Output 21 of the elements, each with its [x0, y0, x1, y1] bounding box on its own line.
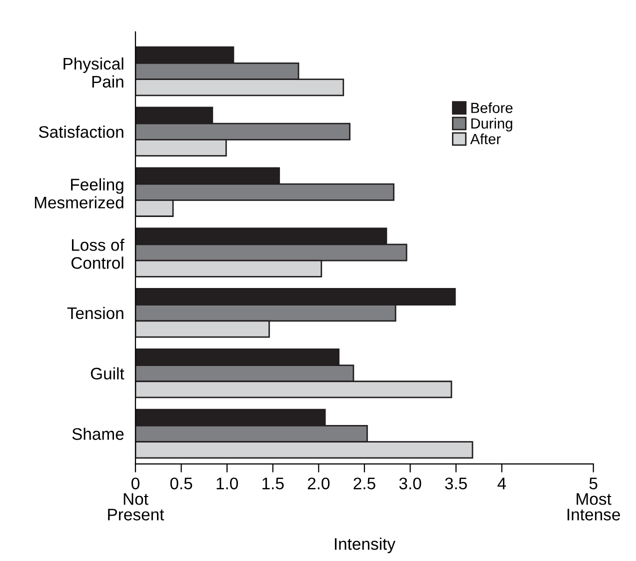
x-tick-label: 2.0 — [308, 478, 330, 490]
x-tick-label: 3.0 — [399, 478, 422, 490]
x-tick-label: 1.5 — [262, 478, 284, 490]
y-tick-label: Satisfaction — [38, 126, 124, 138]
y-tick-label: Loss of Control — [71, 238, 124, 269]
x-tick-label: 0 Not Present — [108, 478, 164, 520]
x-tick-label: 5 Most Intense — [568, 478, 620, 520]
y-tick-label: Shame — [72, 428, 124, 440]
x-tick-label: 3.5 — [445, 478, 467, 490]
x-tick-label: 2.5 — [354, 478, 376, 490]
x-tick-label: 4 — [498, 478, 506, 490]
x-tick-label: 1.0 — [216, 478, 238, 490]
y-tick-label: Guilt — [90, 367, 124, 380]
legend-label: After — [470, 134, 501, 144]
y-tick-label: Tension — [67, 306, 124, 320]
y-tick-label: Feeling Mesmerized — [34, 178, 124, 208]
x-axis-title: Intensity — [334, 538, 396, 554]
legend-label: During — [471, 118, 512, 132]
y-tick-label: Physical Pain — [64, 57, 124, 88]
x-tick-label: 0.5 — [170, 478, 192, 490]
legend-label: Before — [471, 102, 513, 114]
